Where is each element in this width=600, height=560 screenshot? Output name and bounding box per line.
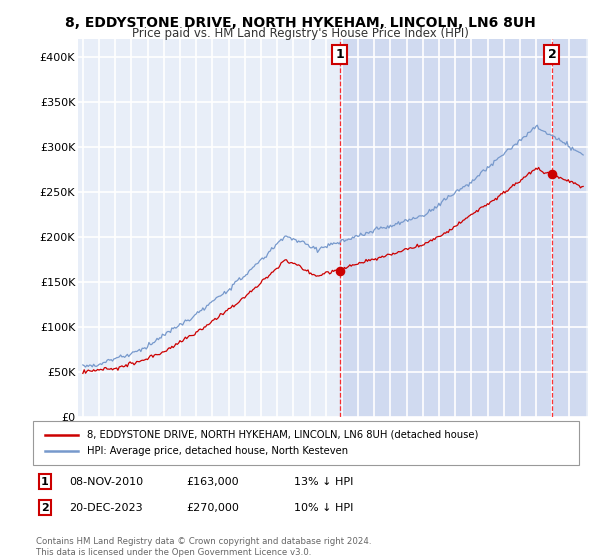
Text: £163,000: £163,000 (186, 477, 239, 487)
Text: 1: 1 (41, 477, 49, 487)
Text: £270,000: £270,000 (186, 503, 239, 513)
Text: 2: 2 (41, 503, 49, 513)
Bar (340, 39, 585, 417)
Text: 20-DEC-2023: 20-DEC-2023 (69, 503, 143, 513)
Text: HPI: Average price, detached house, North Kesteven: HPI: Average price, detached house, Nort… (87, 446, 348, 456)
Text: Contains HM Land Registry data © Crown copyright and database right 2024.
This d: Contains HM Land Registry data © Crown c… (36, 537, 371, 557)
Text: Price paid vs. HM Land Registry's House Price Index (HPI): Price paid vs. HM Land Registry's House … (131, 27, 469, 40)
Point (547, 170, 557, 179)
Point (335, 266, 344, 275)
Text: 8, EDDYSTONE DRIVE, NORTH HYKEHAM, LINCOLN, LN6 8UH (detached house): 8, EDDYSTONE DRIVE, NORTH HYKEHAM, LINCO… (87, 430, 478, 440)
Text: 10% ↓ HPI: 10% ↓ HPI (294, 503, 353, 513)
Text: 1: 1 (335, 48, 344, 61)
Text: 2: 2 (548, 48, 556, 61)
Text: 13% ↓ HPI: 13% ↓ HPI (294, 477, 353, 487)
Text: 8, EDDYSTONE DRIVE, NORTH HYKEHAM, LINCOLN, LN6 8UH: 8, EDDYSTONE DRIVE, NORTH HYKEHAM, LINCO… (65, 16, 535, 30)
Text: 08-NOV-2010: 08-NOV-2010 (69, 477, 143, 487)
